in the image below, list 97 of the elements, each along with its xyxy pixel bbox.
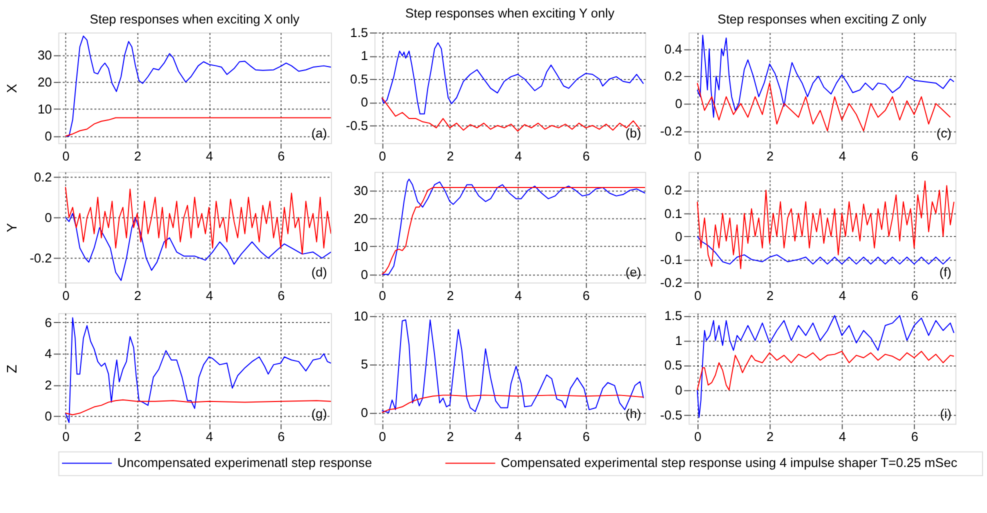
legend-label: Uncompensated experimenatl step response [117,455,372,470]
y-tick-label: -0.2 [30,250,52,266]
x-tick-label: 4 [838,429,846,444]
y-tick-label: 30 [354,182,368,198]
x-tick-label: 0 [62,288,70,303]
x-tick-label: 2 [446,148,454,164]
y-axis-title: Z [3,364,20,374]
annotation: (c) [936,125,952,140]
line-series [696,34,954,118]
y-tick-label: 10 [38,102,52,117]
x-tick-label: 2 [766,288,774,303]
x-tick-label: 0 [62,148,70,164]
y-tick-label: 0 [44,408,52,424]
y-tick-label: -0.5 [346,118,368,133]
x-tick-label: 4 [838,148,846,164]
x-tick-label: 4 [206,429,214,444]
y-tick-label: 6 [44,314,52,330]
x-tick-label: 4 [514,148,522,164]
x-tick-label: 2 [446,429,454,444]
y-tick-label: 0 [360,94,368,110]
line-series [64,212,331,281]
x-tick-label: 4 [514,288,522,303]
line-series [381,42,644,114]
line-series [64,186,331,255]
chart-title: Step responses when exciting X only [90,12,300,27]
y-tick-label: -0.1 [660,252,682,267]
x-tick-label: 2 [134,148,142,164]
y-tick-label: -0.2 [660,123,682,138]
x-tick-label: 6 [582,429,590,444]
legend-label: Compensated experimental step response using 4 impulse shaper T=0.25 mSec [500,455,958,470]
x-tick-label: 4 [206,288,214,303]
x-tick-label: 6 [278,148,285,164]
x-tick-label: 2 [766,148,774,164]
y-tick-label: 0 [44,210,52,225]
y-tick-label: 5 [360,356,368,372]
y-tick-label: 0.1 [664,206,682,221]
x-tick-label: 0 [378,148,386,164]
y-tick-label: 10 [354,238,368,254]
x-tick-label: 6 [582,288,590,303]
y-tick-label: 0 [44,128,52,144]
chart-title: Step responses when exciting Z only [718,12,928,27]
annotation: (b) [626,125,642,140]
annotation: (i) [940,406,952,421]
y-tick-label: 20 [354,210,368,226]
y-tick-label: -0.5 [660,407,682,422]
y-tick-label: 0.5 [350,71,368,86]
x-tick-label: 6 [278,288,285,303]
y-tick-label: 0.2 [664,182,682,198]
chart-title: Step responses when exciting Y only [405,6,615,21]
annotation: (h) [626,406,642,421]
y-tick-label: 2 [44,377,52,392]
x-tick-label: 0 [378,429,386,444]
x-tick-label: 4 [514,429,522,444]
y-axis-title: Y [3,223,20,232]
annotation: (e) [626,264,642,280]
x-tick-label: 2 [766,429,774,444]
y-tick-label: 0.5 [664,358,682,373]
x-tick-label: 2 [446,288,454,303]
x-tick-label: 0 [62,429,70,444]
x-tick-label: 4 [206,148,214,164]
y-tick-label: 1 [360,48,368,64]
annotation: (f) [939,264,952,280]
y-tick-label: 0.4 [664,41,682,56]
line-series [696,236,951,265]
x-tick-label: 0 [378,288,386,303]
annotation: (a) [311,125,328,140]
x-tick-label: 6 [911,429,918,444]
y-tick-label: 20 [38,74,52,90]
y-tick-label: 30 [38,47,52,62]
y-tick-label: 0 [675,382,682,398]
x-tick-label: 0 [694,288,702,303]
x-tick-label: 0 [694,148,702,164]
y-tick-label: -0.2 [660,274,682,290]
y-tick-label: 0 [675,96,682,112]
y-tick-label: 0 [360,405,368,420]
x-tick-label: 6 [911,288,918,303]
y-tick-label: 0 [360,266,368,282]
x-tick-label: 4 [838,288,846,303]
annotation: (g) [311,406,328,421]
x-tick-label: 6 [911,148,918,164]
y-axis-title: X [3,84,20,93]
x-tick-label: 6 [278,429,285,444]
x-tick-label: 2 [134,288,142,303]
annotation: (d) [311,264,328,280]
y-tick-label: 1 [675,332,682,348]
y-tick-label: 1.5 [350,24,368,40]
line-series [64,317,331,424]
y-tick-label: 0 [675,228,682,244]
line-series [696,350,954,391]
x-tick-label: 6 [582,148,590,164]
x-tick-label: 2 [134,429,142,444]
y-tick-label: 0.2 [664,68,682,84]
y-tick-label: 0.2 [34,169,52,184]
y-tick-label: 4 [44,346,52,362]
x-tick-label: 0 [694,429,702,444]
y-tick-label: 10 [354,308,368,324]
y-tick-label: 1.5 [664,308,682,324]
